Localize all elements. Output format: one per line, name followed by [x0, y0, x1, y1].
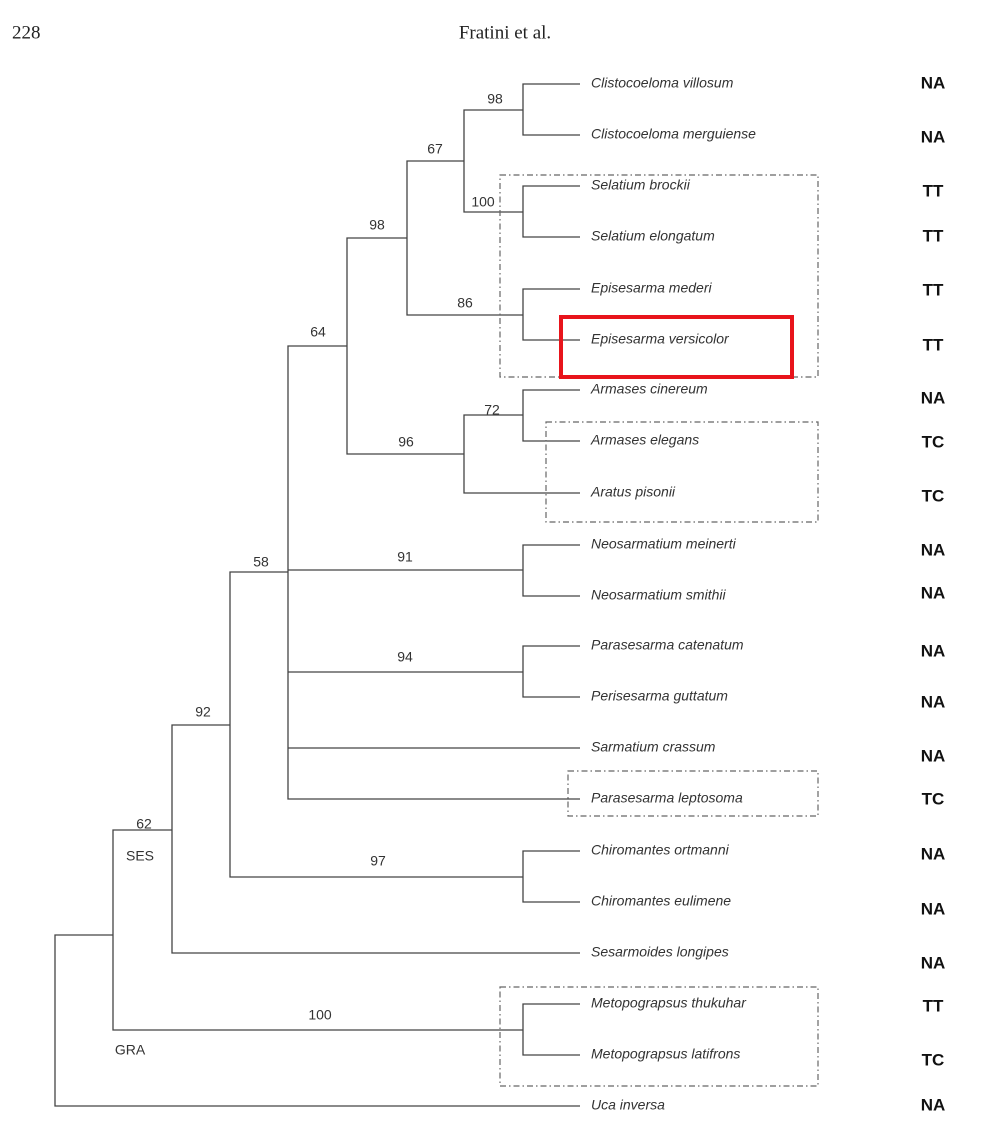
taxon-name: Clistocoeloma villosum [591, 75, 734, 91]
status-code: TT [923, 226, 944, 245]
bootstrap-value: 62 [136, 816, 152, 832]
status-code: NA [921, 583, 946, 602]
taxon-name: Sesarmoides longipes [591, 944, 729, 960]
taxon-name: Chiromantes ortmanni [591, 842, 730, 858]
status-code: TT [923, 335, 944, 354]
taxon-name: Episesarma mederi [591, 280, 712, 296]
highlight-box [559, 315, 794, 379]
status-code: NA [921, 388, 946, 407]
taxon-name: Armases elegans [590, 432, 699, 448]
bootstrap-value: 98 [487, 91, 503, 107]
page-number: 228 [12, 22, 41, 43]
status-code: NA [921, 899, 946, 918]
taxon-name: Metopograpsus latifrons [591, 1046, 740, 1062]
taxon-name: Perisesarma guttatum [591, 688, 728, 704]
status-code: NA [921, 540, 946, 559]
running-head: Fratini et al. [459, 22, 551, 43]
taxon-name: Parasesarma leptosoma [591, 790, 743, 806]
taxon-name: Episesarma versicolor [591, 331, 730, 347]
bootstrap-value: 97 [370, 853, 386, 869]
taxon-name: Selatium elongatum [591, 228, 715, 244]
status-code: TT [923, 996, 944, 1015]
bootstrap-value: 58 [253, 554, 269, 570]
status-code: NA [921, 73, 946, 92]
taxon-name: Metopograpsus thukuhar [591, 995, 747, 1011]
taxon-name: Armases cinereum [590, 381, 708, 397]
bootstrap-value: 67 [427, 141, 443, 157]
status-code: NA [921, 1095, 946, 1114]
bootstrap-value: 86 [457, 295, 473, 311]
bootstrap-value: 64 [310, 324, 326, 340]
tree [54, 83, 580, 1107]
bootstrap-value: 72 [484, 402, 500, 418]
taxon-name: Neosarmatium meinerti [591, 536, 737, 552]
taxon-name: Chiromantes eulimene [591, 893, 731, 909]
status-code: TC [922, 486, 945, 505]
taxon-name: Neosarmatium smithii [591, 587, 726, 603]
bootstrap-value: 92 [195, 704, 211, 720]
taxon-name: Uca inversa [591, 1097, 665, 1113]
taxon-name: Parasesarma catenatum [591, 637, 744, 653]
bootstrap-value: 100 [471, 194, 495, 210]
status-code: NA [921, 953, 946, 972]
status-code: NA [921, 692, 946, 711]
clade-label: SES [126, 848, 154, 864]
status-code: NA [921, 641, 946, 660]
dashed-box [567, 770, 819, 817]
taxon-name: Aratus pisonii [590, 484, 676, 500]
dashed-box [499, 986, 819, 1087]
bootstrap-value: 91 [397, 549, 413, 565]
status-code: TT [923, 181, 944, 200]
status-code: NA [921, 746, 946, 765]
status-code: TC [922, 789, 945, 808]
taxon-name: Sarmatium crassum [591, 739, 716, 755]
bootstrap-value: 100 [308, 1007, 332, 1023]
bootstrap-value: 94 [397, 649, 413, 665]
status-code: TC [922, 1050, 945, 1069]
bootstrap-value: 98 [369, 217, 385, 233]
status-code: NA [921, 844, 946, 863]
status-code: TC [922, 432, 945, 451]
dashed-box [545, 421, 819, 523]
status-code: NA [921, 127, 946, 146]
status-code: TT [923, 280, 944, 299]
taxon-name: Clistocoeloma merguiense [591, 126, 756, 142]
clade-label: GRA [115, 1042, 146, 1058]
bootstrap-value: 96 [398, 434, 414, 450]
taxon-name: Selatium brockii [591, 177, 691, 193]
